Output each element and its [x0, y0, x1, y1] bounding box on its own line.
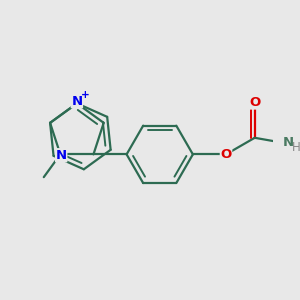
Text: N: N [71, 95, 82, 108]
Text: +: + [81, 90, 90, 100]
Text: O: O [249, 96, 260, 109]
Text: H: H [292, 141, 300, 154]
Text: N: N [56, 149, 67, 162]
Text: N: N [283, 136, 294, 149]
Text: O: O [220, 148, 232, 161]
